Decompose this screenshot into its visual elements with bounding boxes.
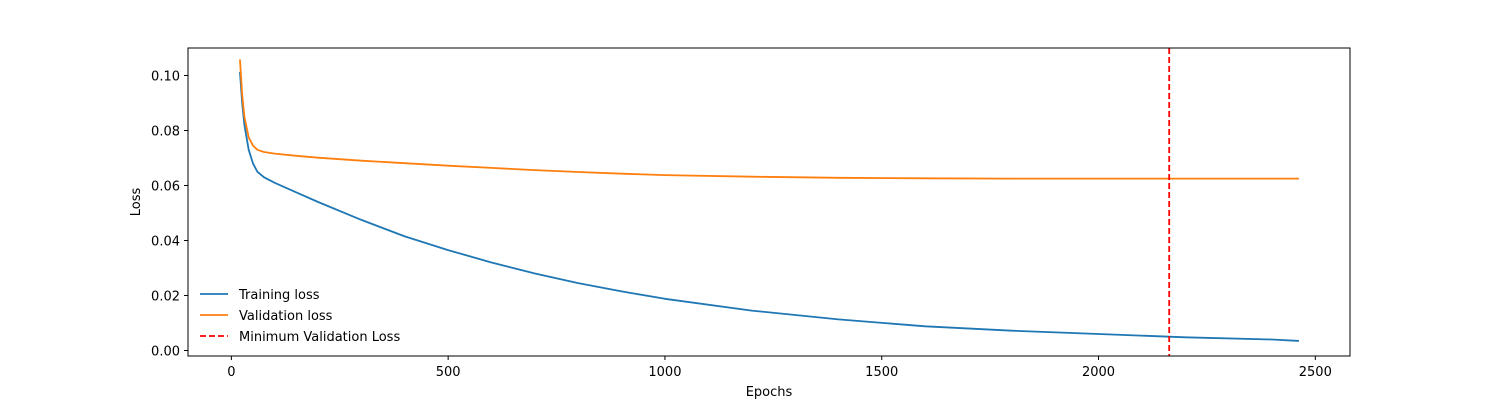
x-axis-label: Epochs: [746, 385, 793, 400]
y-tick-label: 0.10: [151, 70, 180, 85]
plot-area: [239, 48, 1299, 356]
plot-frame: [187, 47, 1351, 357]
y-tick-label: 0.00: [151, 345, 180, 360]
legend-label-minimum-validation-loss: Minimum Validation Loss: [239, 330, 400, 345]
x-tick-label: 500: [436, 365, 461, 380]
x-tick-label: 2500: [1299, 365, 1332, 380]
y-tick-label: 0.06: [151, 180, 180, 195]
x-tick-label: 1000: [648, 365, 681, 380]
x-tick-label: 1500: [865, 365, 898, 380]
series-line-validation-loss: [239, 59, 1299, 180]
y-axis-label: Loss: [129, 188, 144, 217]
legend: Training loss Validation loss Minimum Va…: [200, 288, 400, 345]
x-axis: 0 500 1000 1500 2000 2500: [227, 356, 1332, 380]
y-axis: 0.00 0.02 0.04 0.06 0.08 0.10: [151, 70, 188, 360]
legend-label-training-loss: Training loss: [238, 288, 320, 303]
x-tick-label: 0: [227, 365, 235, 380]
legend-label-validation-loss: Validation loss: [239, 309, 333, 324]
y-tick-label: 0.04: [151, 235, 180, 250]
y-tick-label: 0.08: [151, 125, 180, 140]
series-line-training-loss: [239, 71, 1299, 342]
x-tick-label: 2000: [1082, 365, 1115, 380]
y-tick-label: 0.02: [151, 290, 180, 305]
